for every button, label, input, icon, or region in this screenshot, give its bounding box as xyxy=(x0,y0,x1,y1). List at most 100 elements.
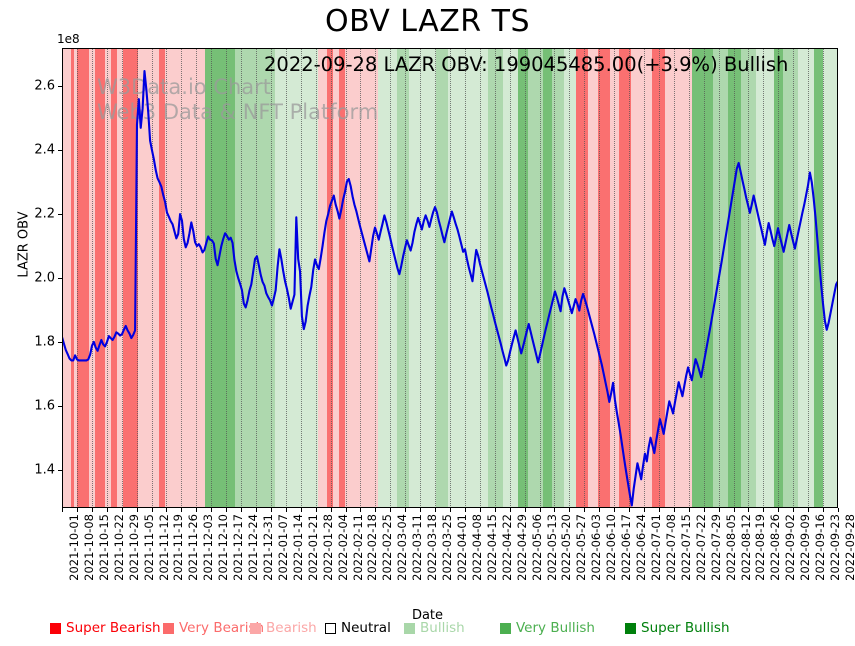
legend-swatch xyxy=(325,622,336,634)
x-tick-label: 2021-12-17 xyxy=(231,514,246,581)
sentiment-band xyxy=(813,48,824,508)
sentiment-band xyxy=(71,48,75,508)
x-tick-mark xyxy=(644,508,645,512)
sentiment-band xyxy=(104,48,112,508)
x-tick-label: 2022-06-03 xyxy=(589,514,604,581)
gridline xyxy=(330,48,332,508)
gridline xyxy=(136,48,138,508)
sentiment-band xyxy=(378,48,398,508)
y-tick-mark xyxy=(58,469,62,471)
x-tick-label: 2022-07-15 xyxy=(678,514,693,581)
gridline xyxy=(241,48,243,508)
x-tick-label: 2021-10-15 xyxy=(96,514,111,581)
gridline xyxy=(420,48,422,508)
x-tick-mark xyxy=(151,508,153,512)
gridline xyxy=(808,48,810,508)
y-tick-mark xyxy=(58,405,62,407)
x-tick-mark xyxy=(569,508,571,512)
sentiment-band xyxy=(798,48,815,508)
x-tick-mark xyxy=(524,508,526,512)
x-tick-label: 2022-01-21 xyxy=(305,514,320,581)
gridline xyxy=(315,48,317,508)
x-tick-mark xyxy=(793,508,795,512)
x-tick-label: 2021-10-08 xyxy=(81,514,96,581)
gridline xyxy=(76,48,78,508)
x-tick-mark xyxy=(673,508,675,512)
x-tick-label: 2022-08-19 xyxy=(753,514,768,581)
sentiment-band xyxy=(503,48,520,508)
gridline xyxy=(524,48,526,508)
gridline xyxy=(673,48,675,508)
legend-item[interactable]: Bearish xyxy=(250,618,317,638)
legend-item[interactable]: Super Bullish xyxy=(625,618,730,638)
x-tick-label: 2022-09-16 xyxy=(813,514,828,581)
x-tick-mark xyxy=(136,508,138,512)
sentiment-band xyxy=(588,48,599,508)
x-tick-mark xyxy=(330,508,332,512)
x-tick-label: 2022-09-23 xyxy=(828,514,843,581)
x-axis-label: Date xyxy=(411,608,444,623)
gridline xyxy=(554,48,556,508)
legend-swatch xyxy=(163,622,174,634)
x-tick-mark xyxy=(435,508,437,512)
x-tick-mark xyxy=(718,508,720,512)
x-tick-mark xyxy=(76,508,78,512)
x-tick-label: 2022-05-13 xyxy=(544,514,559,581)
gridline xyxy=(539,48,541,508)
gridline xyxy=(763,48,765,508)
legend-item[interactable]: Super Bearish xyxy=(50,618,161,638)
x-tick-label: 2022-04-01 xyxy=(455,514,469,581)
x-tick-mark xyxy=(270,508,272,512)
x-tick-mark xyxy=(420,508,422,512)
gridline xyxy=(778,48,780,508)
legend-item[interactable]: Very Bullish xyxy=(500,618,595,638)
sentiment-band xyxy=(527,48,544,508)
x-tick-mark xyxy=(733,508,735,512)
sentiment-band xyxy=(713,48,730,508)
gridline xyxy=(166,48,168,508)
x-tick-mark xyxy=(196,508,198,512)
sentiment-band xyxy=(110,48,118,508)
x-tick-label: 2022-01-07 xyxy=(275,514,290,581)
x-tick-mark xyxy=(166,508,168,512)
y-tick-mark xyxy=(58,278,62,279)
chart-subtitle: 2022-09-28 LAZR OBV: 199045485.00(+3.9%)… xyxy=(264,53,789,76)
legend-item[interactable]: Very Bearish xyxy=(163,618,264,638)
legend-swatch xyxy=(625,622,636,634)
gridline xyxy=(479,48,481,508)
x-tick-label: 2022-06-10 xyxy=(604,514,619,581)
x-tick-mark xyxy=(614,508,616,512)
sentiment-band xyxy=(332,48,340,508)
y-tick-mark xyxy=(58,214,62,216)
sentiment-band xyxy=(116,48,124,508)
x-tick-label: 2022-05-27 xyxy=(574,514,589,581)
legend-item[interactable]: Neutral xyxy=(325,618,391,638)
x-tick-mark xyxy=(823,508,825,512)
sentiment-band xyxy=(576,48,590,508)
x-tick-label: 2022-06-17 xyxy=(619,514,634,581)
sentiment-band xyxy=(436,48,450,508)
sentiment-band xyxy=(205,48,237,508)
x-tick-label: 2021-12-24 xyxy=(246,514,261,581)
gridline xyxy=(793,48,795,508)
legend-swatch xyxy=(250,622,261,634)
x-tick-mark xyxy=(658,508,660,512)
gridline xyxy=(584,48,586,508)
sentiment-band xyxy=(326,48,334,508)
x-tick-label: 2022-09-02 xyxy=(783,514,798,581)
sentiment-band xyxy=(122,48,139,508)
gridline xyxy=(435,48,437,508)
y-tick-label: 2.0 xyxy=(34,270,55,286)
x-tick-mark xyxy=(300,508,302,512)
x-tick-label: 2022-05-20 xyxy=(559,514,574,581)
gridline xyxy=(226,48,228,508)
legend-swatch xyxy=(500,622,511,634)
gridline xyxy=(748,48,750,508)
gridline xyxy=(270,48,272,508)
x-tick-label: 2021-11-05 xyxy=(141,514,156,581)
sentiment-band xyxy=(652,48,666,508)
sentiment-band xyxy=(448,48,489,508)
x-tick-mark xyxy=(226,508,228,512)
x-tick-mark xyxy=(360,508,362,512)
legend-item[interactable]: Bullish xyxy=(404,618,465,638)
